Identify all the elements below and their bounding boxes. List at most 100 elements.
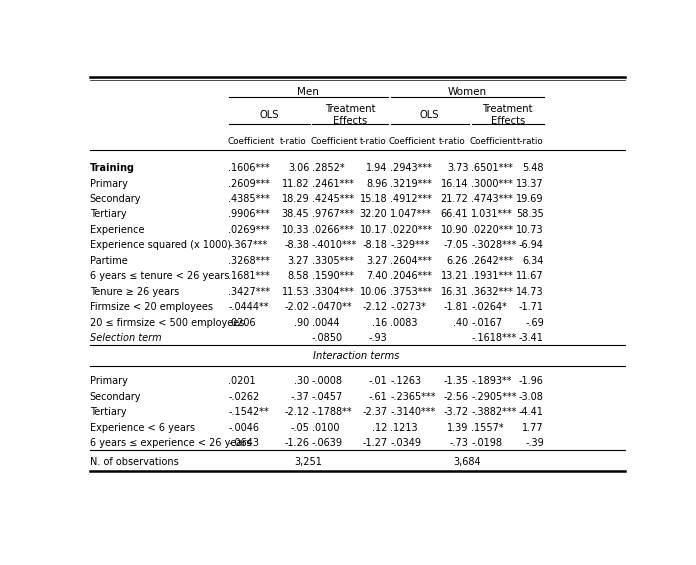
Text: .9906***: .9906*** — [228, 210, 270, 219]
Text: .2046***: .2046*** — [390, 271, 432, 281]
Text: .0083: .0083 — [390, 318, 418, 328]
Text: 16.14: 16.14 — [441, 179, 468, 189]
Text: .12: .12 — [372, 423, 388, 433]
Text: -.1263: -.1263 — [390, 376, 421, 386]
Text: -2.37: -2.37 — [363, 407, 388, 417]
Text: -.3140***: -.3140*** — [390, 407, 436, 417]
Text: -.4010***: -.4010*** — [312, 240, 357, 250]
Text: -.3882***: -.3882*** — [471, 407, 516, 417]
Text: 5.48: 5.48 — [523, 163, 544, 173]
Text: Treatment
Effects: Treatment Effects — [482, 104, 533, 127]
Text: Tertiary: Tertiary — [90, 407, 126, 417]
Text: 10.17: 10.17 — [360, 225, 388, 235]
Text: Treatment
Effects: Treatment Effects — [325, 104, 375, 127]
Text: 1.94: 1.94 — [366, 163, 388, 173]
Text: Men: Men — [297, 87, 319, 97]
Text: .0269***: .0269*** — [228, 225, 270, 235]
Text: .4385***: .4385*** — [228, 194, 270, 204]
Text: OLS: OLS — [260, 110, 279, 120]
Text: -.0444**: -.0444** — [228, 302, 269, 312]
Text: Firmsize < 20 employees: Firmsize < 20 employees — [90, 302, 213, 312]
Text: 18.29: 18.29 — [282, 194, 309, 204]
Text: .3219***: .3219*** — [390, 179, 432, 189]
Text: .40: .40 — [453, 318, 468, 328]
Text: Interaction terms: Interaction terms — [313, 351, 400, 362]
Text: .1681***: .1681*** — [228, 271, 270, 281]
Text: 6 years ≤ experience < 26 years: 6 years ≤ experience < 26 years — [90, 438, 251, 448]
Text: 14.73: 14.73 — [516, 286, 544, 297]
Text: 6 years ≤ tenure < 26 years: 6 years ≤ tenure < 26 years — [90, 271, 229, 281]
Text: -.0470**: -.0470** — [312, 302, 353, 312]
Text: 10.90: 10.90 — [441, 225, 468, 235]
Text: -2.02: -2.02 — [284, 302, 309, 312]
Text: .2461***: .2461*** — [312, 179, 354, 189]
Text: -.0457: -.0457 — [312, 392, 343, 402]
Text: 15.18: 15.18 — [360, 194, 388, 204]
Text: -.01: -.01 — [369, 376, 388, 386]
Text: -2.56: -2.56 — [443, 392, 468, 402]
Text: -.0639: -.0639 — [312, 438, 343, 448]
Text: -.37: -.37 — [290, 392, 309, 402]
Text: 3.73: 3.73 — [447, 163, 468, 173]
Text: .0266***: .0266*** — [312, 225, 354, 235]
Text: -6.94: -6.94 — [519, 240, 544, 250]
Text: .9767***: .9767*** — [312, 210, 354, 219]
Text: -.1618***: -.1618*** — [471, 333, 516, 343]
Text: Selection term: Selection term — [90, 333, 161, 343]
Text: -.0046: -.0046 — [228, 423, 260, 433]
Text: Partime: Partime — [90, 256, 127, 266]
Text: .3632***: .3632*** — [471, 286, 513, 297]
Text: -.93: -.93 — [369, 333, 388, 343]
Text: Primary: Primary — [90, 376, 127, 386]
Text: .2604***: .2604*** — [390, 256, 432, 266]
Text: 3,251: 3,251 — [294, 457, 322, 467]
Text: -2.12: -2.12 — [284, 407, 309, 417]
Text: 58.35: 58.35 — [516, 210, 544, 219]
Text: 21.72: 21.72 — [441, 194, 468, 204]
Text: -.0349: -.0349 — [390, 438, 421, 448]
Text: -1.71: -1.71 — [519, 302, 544, 312]
Text: .4245***: .4245*** — [312, 194, 354, 204]
Text: 7.40: 7.40 — [366, 271, 388, 281]
Text: 11.53: 11.53 — [282, 286, 309, 297]
Text: 16.31: 16.31 — [441, 286, 468, 297]
Text: -.39: -.39 — [525, 438, 544, 448]
Text: 8.58: 8.58 — [287, 271, 309, 281]
Text: -.367***: -.367*** — [228, 240, 267, 250]
Text: t-ratio: t-ratio — [517, 137, 544, 146]
Text: Coefficient: Coefficient — [469, 137, 516, 146]
Text: 3.27: 3.27 — [287, 256, 309, 266]
Text: .0100: .0100 — [312, 423, 340, 433]
Text: Secondary: Secondary — [90, 392, 141, 402]
Text: Tertiary: Tertiary — [90, 210, 126, 219]
Text: .2943***: .2943*** — [390, 163, 432, 173]
Text: -1.27: -1.27 — [363, 438, 388, 448]
Text: .0206: .0206 — [228, 318, 256, 328]
Text: 10.06: 10.06 — [360, 286, 388, 297]
Text: 8.96: 8.96 — [366, 179, 388, 189]
Text: .1931***: .1931*** — [471, 271, 513, 281]
Text: .2642***: .2642*** — [471, 256, 513, 266]
Text: -.0262: -.0262 — [228, 392, 260, 402]
Text: .1606***: .1606*** — [228, 163, 270, 173]
Text: -7.05: -7.05 — [443, 240, 468, 250]
Text: .3753***: .3753*** — [390, 286, 432, 297]
Text: Coefficient: Coefficient — [228, 137, 275, 146]
Text: Women: Women — [448, 87, 487, 97]
Text: 19.69: 19.69 — [516, 194, 544, 204]
Text: t-ratio: t-ratio — [360, 137, 386, 146]
Text: -.05: -.05 — [290, 423, 309, 433]
Text: 10.73: 10.73 — [516, 225, 544, 235]
Text: Experience < 6 years: Experience < 6 years — [90, 423, 195, 433]
Text: Primary: Primary — [90, 179, 127, 189]
Text: 3.27: 3.27 — [366, 256, 388, 266]
Text: .0220***: .0220*** — [471, 225, 513, 235]
Text: -.61: -.61 — [369, 392, 388, 402]
Text: Experience squared (x 1000): Experience squared (x 1000) — [90, 240, 231, 250]
Text: .3000***: .3000*** — [471, 179, 513, 189]
Text: -.3028***: -.3028*** — [471, 240, 516, 250]
Text: 1.39: 1.39 — [447, 423, 468, 433]
Text: 38.45: 38.45 — [282, 210, 309, 219]
Text: -.0008: -.0008 — [312, 376, 343, 386]
Text: -.0264*: -.0264* — [471, 302, 507, 312]
